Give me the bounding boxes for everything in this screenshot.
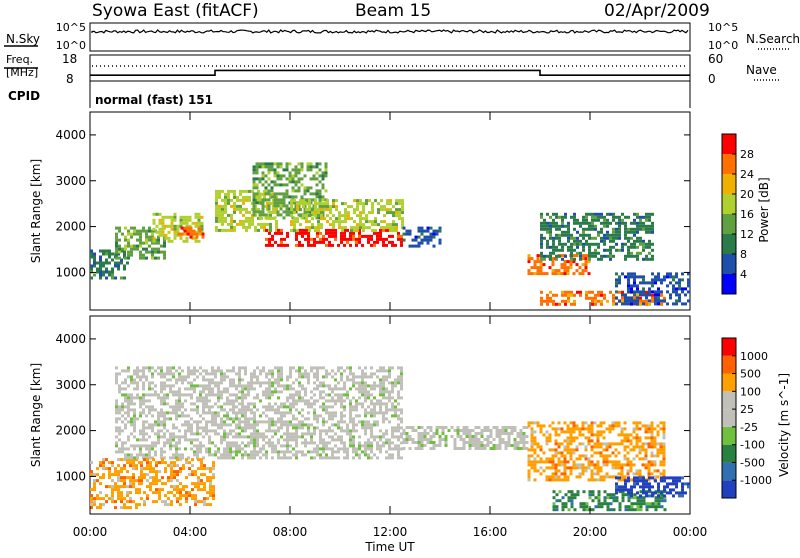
colorbar-label-3: 25 xyxy=(740,403,754,416)
time-axis-title: Time UT xyxy=(364,540,415,554)
freq-tick-high: 18 xyxy=(62,52,77,66)
region-1 xyxy=(115,366,403,459)
region-0 xyxy=(90,250,129,280)
region-8 xyxy=(403,227,442,248)
colorbar-label-1: 8 xyxy=(740,248,747,261)
freq-trace xyxy=(90,70,690,75)
colorbar-swatch-5 xyxy=(722,391,736,409)
cpid-label: CPID xyxy=(8,89,40,103)
colorbar-swatch-1 xyxy=(722,462,736,480)
noise-panel: N.Sky 10^5 10^0 10^5 10^0 N.Search xyxy=(4,21,800,52)
date-title: 02/Apr/2009 xyxy=(604,1,710,21)
station-title: Syowa East (fitACF) xyxy=(92,1,259,21)
n-sky-tick-low: 10^0 xyxy=(56,39,86,52)
colorbar-swatch-6 xyxy=(722,154,736,174)
ytick-label-3: 4000 xyxy=(55,128,86,142)
region-10 xyxy=(540,213,654,261)
ytick-label-2: 3000 xyxy=(55,174,86,188)
colorbar-label-5: 24 xyxy=(740,168,754,181)
colorbar-swatch-1 xyxy=(722,254,736,274)
ytick-label-2: 3000 xyxy=(55,378,86,392)
beam-title: Beam 15 xyxy=(355,1,431,21)
nave-label: Nave xyxy=(746,63,777,77)
colorbar-swatch-0 xyxy=(722,480,736,498)
region-2 xyxy=(140,458,215,506)
colorbar-swatch-0 xyxy=(722,274,736,294)
colorbar-swatch-2 xyxy=(722,445,736,463)
time-axis-labels: 00:00 04:00 08:00 12:00 16:00 20:00 00:00 xyxy=(73,525,708,539)
region-0 xyxy=(90,458,141,509)
colorbar-label-4: 20 xyxy=(740,188,754,201)
colorbar-swatch-3 xyxy=(722,214,736,234)
colorbar-swatch-6 xyxy=(722,374,736,392)
n-search-label: N.Search xyxy=(746,32,800,46)
ytick-label-3: 4000 xyxy=(55,332,86,346)
colorbar-swatch-7 xyxy=(722,356,736,374)
colorbar-label-3: 16 xyxy=(740,208,754,221)
power-marks xyxy=(90,162,690,305)
colorbar-label-1: 500 xyxy=(740,368,761,381)
time-label-4: 16:00 xyxy=(473,525,508,539)
time-label-5: 20:00 xyxy=(573,525,608,539)
time-label-0: 00:00 xyxy=(73,525,108,539)
ytick-label-1: 2000 xyxy=(55,424,86,438)
colorbar-label-2: 12 xyxy=(740,228,754,241)
colorbar-swatch-4 xyxy=(722,409,736,427)
colorbar-label-7: -1000 xyxy=(740,474,772,487)
colorbar-label-5: -100 xyxy=(740,439,765,452)
colorbar-label-4: -25 xyxy=(740,421,758,434)
power-colorbar-label: Power [dB] xyxy=(757,177,771,242)
nave-tick-high: 60 xyxy=(708,52,723,66)
colorbar-swatch-3 xyxy=(722,427,736,445)
colorbar-swatch-4 xyxy=(722,194,736,214)
n-sky-label: N.Sky xyxy=(6,32,40,46)
colorbar-label-2: 100 xyxy=(740,385,761,398)
region-7 xyxy=(290,199,404,232)
freq-label-1: Freq. xyxy=(6,53,33,66)
power-colorbar: 4 8 12 16 20 24 28 xyxy=(722,134,754,294)
velocity-chart: Slant Range [km] 1000 2000 3000 4000 1000 50… xyxy=(29,316,791,514)
colorbar-label-6: 28 xyxy=(740,148,754,161)
region-5 xyxy=(553,490,667,511)
n-sky-tick-high: 10^5 xyxy=(56,21,86,34)
n-search-tick-high: 10^5 xyxy=(708,21,738,34)
nave-tick-low: 0 xyxy=(708,72,716,86)
velocity-ylabel: Slant Range [km] xyxy=(29,363,43,467)
cpid-row: CPID normal (fast) 151 xyxy=(8,81,690,108)
region-3 xyxy=(403,426,529,450)
colorbar-label-0: 1000 xyxy=(740,350,768,363)
colorbar-label-0: 4 xyxy=(740,268,747,281)
velocity-marks xyxy=(90,366,690,511)
ytick-label-0: 1000 xyxy=(55,265,86,279)
ytick-label-0: 1000 xyxy=(55,469,86,483)
region-4 xyxy=(528,421,666,481)
time-label-3: 12:00 xyxy=(373,525,408,539)
time-label-1: 04:00 xyxy=(173,525,208,539)
region-6 xyxy=(265,229,403,247)
time-label-2: 08:00 xyxy=(273,525,308,539)
freq-tick-low: 8 xyxy=(66,72,74,86)
power-chart: Slant Range [km] 1000 2000 3000 4000 4 8 12 16… xyxy=(29,112,771,310)
noise-trace xyxy=(92,30,688,33)
n-search-tick-low: 10^0 xyxy=(708,39,738,52)
colorbar-swatch-7 xyxy=(722,134,736,154)
colorbar-swatch-5 xyxy=(722,174,736,194)
velocity-colorbar: 1000 500 100 25 -25 -100 -500 -1000 xyxy=(722,338,772,498)
power-ylabel: Slant Range [km] xyxy=(29,159,43,263)
colorbar-swatch-8 xyxy=(722,338,736,356)
velocity-colorbar-label: Velocity [m s^-1] xyxy=(777,373,791,477)
colorbar-swatch-2 xyxy=(722,234,736,254)
colorbar-label-6: -500 xyxy=(740,456,765,469)
ytick-label-1: 2000 xyxy=(55,220,86,234)
time-label-6: 00:00 xyxy=(673,525,708,539)
freq-panel: Freq. [MHz] 18 8 60 0 Nave xyxy=(4,52,780,86)
cpid-text: normal (fast) 151 xyxy=(95,93,213,107)
